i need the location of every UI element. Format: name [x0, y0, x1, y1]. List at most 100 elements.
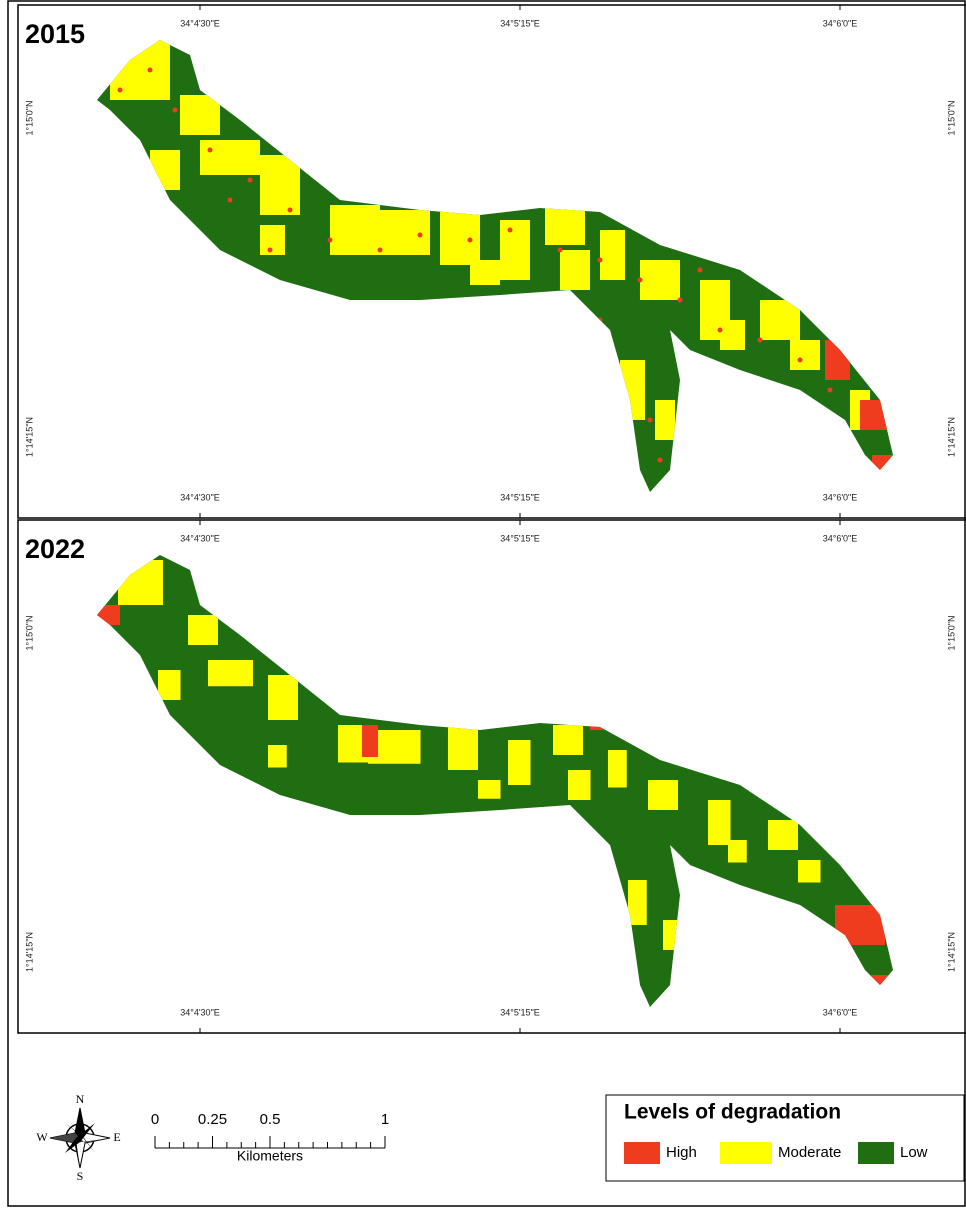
compass-s: S [77, 1169, 84, 1183]
lon-label-bottom: 34°5'15"E [500, 492, 540, 502]
moderate-patch [628, 880, 647, 925]
moderate-patch [158, 670, 181, 700]
high-spot [468, 238, 473, 243]
moderate-patch [478, 780, 501, 799]
high-spot [418, 233, 423, 238]
lat-label-left: 1°14'15"N [24, 932, 34, 972]
high-spot [598, 318, 603, 323]
high-spot [328, 238, 333, 243]
moderate-patch [268, 745, 287, 768]
lat-label-right: 1°15'0"N [946, 100, 956, 135]
lon-label-top: 34°5'15"E [500, 18, 540, 28]
high-patch [860, 400, 890, 430]
high-patch [835, 905, 885, 945]
scale-label: 0 [151, 1111, 159, 1128]
high-patch [590, 715, 630, 730]
moderate-patch [600, 230, 625, 280]
high-spot [208, 148, 213, 153]
scale-label: 0.5 [260, 1111, 281, 1128]
legend-label: High [666, 1144, 697, 1161]
high-spot [828, 388, 833, 393]
moderate-patch [760, 300, 800, 340]
moderate-patch [568, 770, 591, 800]
high-spot [718, 328, 723, 333]
high-spot [288, 208, 293, 213]
moderate-patch [150, 150, 180, 190]
moderate-patch [560, 250, 590, 290]
panel-year: 2015 [25, 19, 85, 49]
high-spot [598, 258, 603, 263]
lon-label-top: 34°6'0"E [823, 533, 858, 543]
high-spot [698, 268, 703, 273]
moderate-patch [508, 740, 531, 785]
moderate-patch [268, 675, 298, 720]
compass-n: N [76, 1092, 85, 1106]
high-spot [148, 68, 153, 73]
moderate-patch [640, 260, 680, 300]
moderate-patch [608, 750, 627, 788]
lat-label-left: 1°15'0"N [24, 100, 34, 135]
moderate-patch [768, 820, 798, 850]
moderate-patch [180, 95, 220, 135]
high-patch [362, 725, 378, 757]
high-spot [648, 418, 653, 423]
map-figure: 2015 34°4'30"E 34°5'15"E 34°6'0"E 34°4'30"E 3… [0, 0, 966, 1207]
high-patch [872, 455, 897, 475]
lat-label-right: 1°15'0"N [946, 615, 956, 650]
legend-label: Moderate [778, 1144, 841, 1161]
high-spot [173, 108, 178, 113]
scale-label: 1 [381, 1111, 389, 1128]
lon-label-top: 34°4'30"E [180, 533, 220, 543]
legend-swatch [624, 1142, 660, 1164]
moderate-patch [260, 155, 300, 215]
moderate-patch [260, 225, 285, 255]
moderate-patch [648, 780, 678, 810]
high-spot [248, 178, 253, 183]
legend-swatch [720, 1142, 772, 1164]
compass-w: W [36, 1130, 48, 1144]
legend-label: Low [900, 1144, 928, 1161]
legend-title: Levels of degradation [624, 1101, 841, 1124]
high-spot [118, 88, 123, 93]
scale-label: 0.25 [198, 1111, 227, 1128]
high-spot [228, 198, 233, 203]
moderate-patch [790, 340, 820, 370]
moderate-patch [440, 205, 480, 265]
moderate-patch [448, 725, 478, 770]
legend: Levels of degradation High Moderate Low [606, 1095, 964, 1181]
lat-label-left: 1°14'15"N [24, 417, 34, 457]
lon-label-bottom: 34°4'30"E [180, 492, 220, 502]
high-spot [798, 358, 803, 363]
moderate-patch [470, 260, 500, 285]
compass-e: E [113, 1130, 120, 1144]
lon-label-top: 34°4'30"E [180, 18, 220, 28]
moderate-patch [360, 210, 430, 255]
high-spot [378, 248, 383, 253]
moderate-patch [708, 800, 731, 845]
lon-label-bottom: 34°6'0"E [823, 492, 858, 502]
lon-label-top: 34°6'0"E [823, 18, 858, 28]
compass: N S E W [36, 1092, 120, 1183]
lon-label-bottom: 34°6'0"E [823, 1007, 858, 1017]
lon-label-bottom: 34°5'15"E [500, 1007, 540, 1017]
high-spot [758, 338, 763, 343]
high-spot [638, 278, 643, 283]
moderate-patch [188, 615, 218, 645]
lon-label-bottom: 34°4'30"E [180, 1007, 220, 1017]
moderate-patch [545, 205, 585, 245]
high-spot [508, 228, 513, 233]
lat-label-right: 1°14'15"N [946, 932, 956, 972]
high-spot [658, 458, 663, 463]
legend-swatch [858, 1142, 894, 1164]
moderate-patch [200, 140, 260, 175]
high-spot [268, 248, 273, 253]
scale-bar: Kilometers 0 0.25 0.5 1 [151, 1111, 389, 1164]
scale-unit: Kilometers [237, 1148, 303, 1164]
high-patch [95, 605, 120, 625]
lat-label-right: 1°14'15"N [946, 417, 956, 457]
moderate-patch [663, 920, 678, 950]
moderate-patch [553, 725, 583, 755]
high-spot [558, 248, 563, 253]
high-patch [870, 975, 895, 995]
